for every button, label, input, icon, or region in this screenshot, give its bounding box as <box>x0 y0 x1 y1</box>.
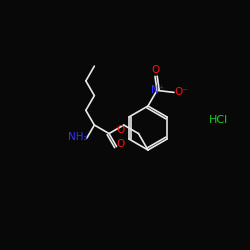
Text: O: O <box>116 138 125 148</box>
Text: NH₂: NH₂ <box>68 132 88 142</box>
Text: N⁺: N⁺ <box>152 86 164 96</box>
Text: O⁻: O⁻ <box>174 88 188 98</box>
Text: HCl: HCl <box>208 115 228 125</box>
Text: O: O <box>151 66 159 76</box>
Text: O: O <box>117 125 125 135</box>
